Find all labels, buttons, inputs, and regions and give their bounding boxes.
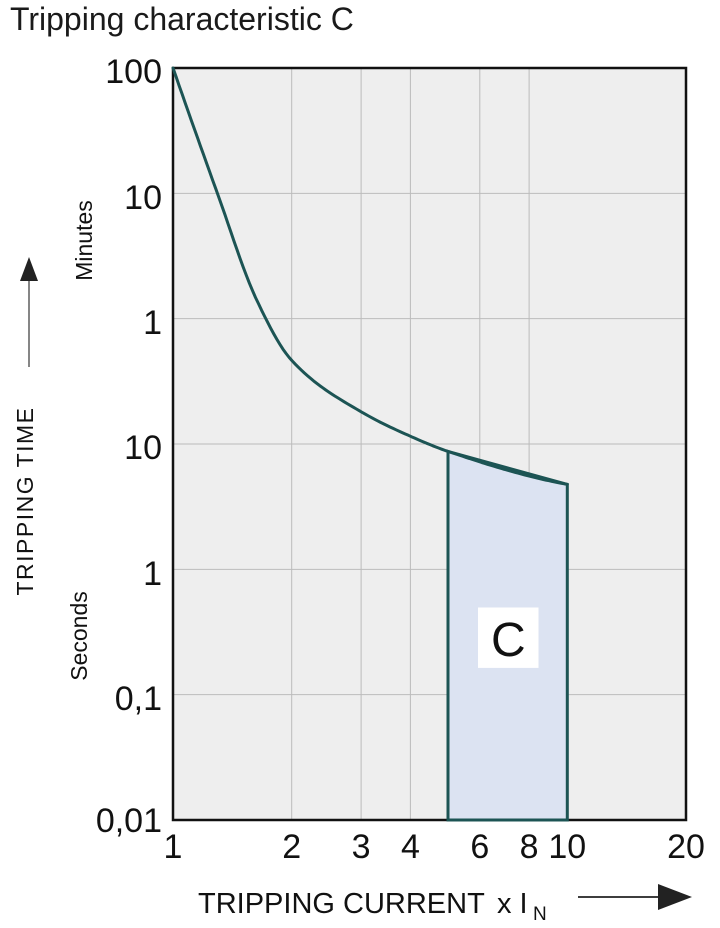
svg-text:Minutes: Minutes <box>71 200 97 281</box>
svg-text:2: 2 <box>282 828 301 866</box>
svg-text:6: 6 <box>470 828 489 866</box>
svg-text:10: 10 <box>548 828 586 866</box>
svg-text:0,01: 0,01 <box>96 802 162 840</box>
svg-text:x I: x I <box>497 888 528 920</box>
svg-text:1: 1 <box>143 555 162 593</box>
svg-text:C: C <box>491 614 526 667</box>
svg-text:3: 3 <box>352 828 371 866</box>
svg-text:1: 1 <box>164 828 183 866</box>
svg-text:N: N <box>533 904 547 925</box>
svg-text:TRIPPING TIME: TRIPPING TIME <box>12 406 38 595</box>
svg-text:8: 8 <box>520 828 539 866</box>
svg-text:4: 4 <box>401 828 420 866</box>
svg-text:10: 10 <box>124 429 162 467</box>
svg-text:TRIPPING CURRENT: TRIPPING CURRENT <box>198 888 485 920</box>
svg-text:1: 1 <box>143 304 162 342</box>
svg-text:Seconds: Seconds <box>66 591 92 681</box>
svg-text:0,1: 0,1 <box>115 680 162 718</box>
svg-text:20: 20 <box>667 828 705 866</box>
svg-text:Tripping characteristic C: Tripping characteristic C <box>10 1 354 37</box>
svg-text:10: 10 <box>124 179 162 217</box>
svg-text:100: 100 <box>105 53 162 91</box>
